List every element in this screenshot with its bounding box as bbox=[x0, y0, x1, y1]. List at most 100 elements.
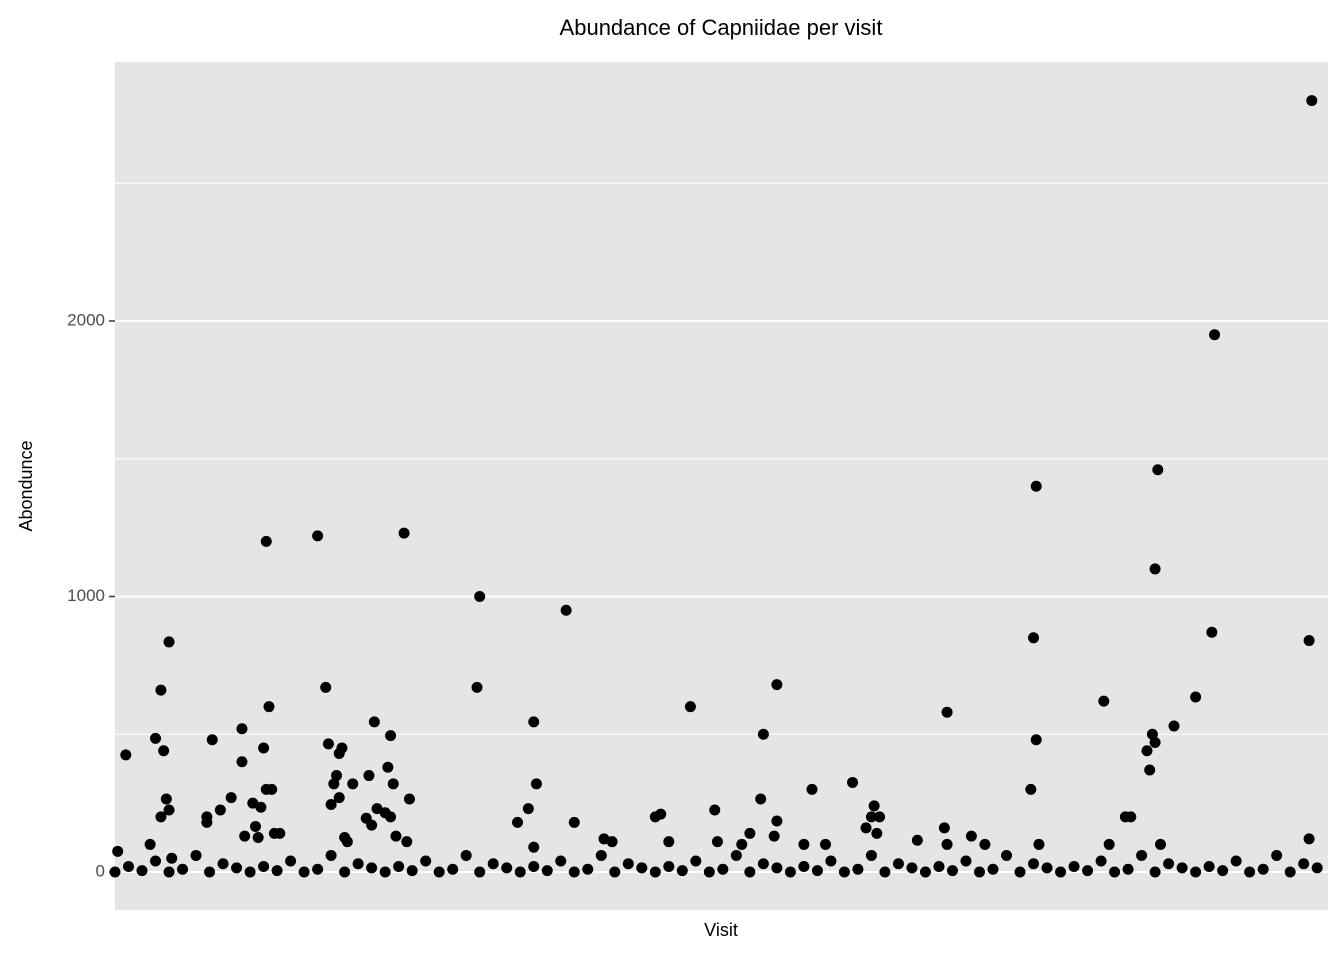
point bbox=[1095, 855, 1107, 867]
point bbox=[825, 855, 837, 867]
point bbox=[366, 819, 378, 831]
point bbox=[1298, 858, 1310, 870]
point bbox=[555, 855, 567, 867]
point bbox=[663, 860, 675, 872]
point bbox=[385, 730, 397, 742]
point bbox=[560, 604, 572, 616]
point bbox=[906, 862, 918, 874]
point bbox=[771, 862, 783, 874]
y-tick-label: 0 bbox=[96, 861, 105, 880]
point bbox=[528, 860, 540, 872]
point bbox=[979, 838, 991, 850]
point bbox=[239, 830, 251, 842]
point bbox=[501, 862, 513, 874]
point bbox=[871, 827, 883, 839]
point bbox=[150, 732, 162, 744]
point bbox=[1271, 849, 1283, 861]
point bbox=[1190, 691, 1202, 703]
point bbox=[1155, 838, 1167, 850]
point bbox=[163, 866, 175, 878]
point bbox=[1149, 563, 1161, 575]
point bbox=[1203, 860, 1215, 872]
point bbox=[231, 862, 243, 874]
point bbox=[271, 865, 283, 877]
point bbox=[960, 855, 972, 867]
point bbox=[312, 863, 324, 875]
point bbox=[460, 849, 472, 861]
point bbox=[328, 778, 340, 790]
point bbox=[190, 849, 202, 861]
point bbox=[163, 636, 175, 648]
point bbox=[1068, 860, 1080, 872]
point bbox=[312, 530, 324, 542]
point bbox=[847, 776, 859, 788]
point bbox=[684, 701, 696, 713]
point bbox=[247, 797, 259, 809]
point bbox=[663, 836, 675, 848]
point bbox=[622, 858, 634, 870]
point bbox=[879, 866, 891, 878]
point bbox=[155, 811, 167, 823]
point bbox=[528, 841, 540, 853]
point bbox=[352, 858, 364, 870]
point bbox=[225, 792, 237, 804]
point bbox=[865, 849, 877, 861]
point bbox=[403, 793, 415, 805]
point bbox=[865, 811, 877, 823]
point bbox=[1190, 866, 1202, 878]
point bbox=[371, 803, 383, 815]
chart-title: Abundance of Capniidae per visit bbox=[560, 15, 883, 40]
point bbox=[703, 866, 715, 878]
point bbox=[368, 716, 380, 728]
point bbox=[387, 778, 399, 790]
point bbox=[366, 862, 378, 874]
point bbox=[636, 862, 648, 874]
point bbox=[1098, 695, 1110, 707]
point bbox=[868, 800, 880, 812]
point bbox=[736, 838, 748, 850]
point bbox=[768, 830, 780, 842]
point bbox=[401, 836, 413, 848]
point bbox=[390, 830, 402, 842]
point bbox=[120, 749, 132, 761]
point bbox=[1082, 865, 1094, 877]
point bbox=[852, 863, 864, 875]
point bbox=[965, 830, 977, 842]
point bbox=[109, 866, 121, 878]
point bbox=[1146, 728, 1158, 740]
point bbox=[941, 838, 953, 850]
point bbox=[811, 865, 823, 877]
point bbox=[201, 816, 213, 828]
point bbox=[322, 738, 334, 750]
point bbox=[1030, 480, 1042, 492]
point bbox=[385, 811, 397, 823]
point bbox=[730, 849, 742, 861]
point bbox=[757, 858, 769, 870]
point bbox=[447, 863, 459, 875]
point bbox=[941, 706, 953, 718]
point bbox=[274, 827, 286, 839]
point bbox=[1163, 858, 1175, 870]
point bbox=[676, 865, 688, 877]
point bbox=[487, 858, 499, 870]
point bbox=[285, 855, 297, 867]
point bbox=[136, 865, 148, 877]
point bbox=[806, 783, 818, 795]
point bbox=[655, 808, 667, 820]
point bbox=[771, 679, 783, 691]
point bbox=[512, 816, 524, 828]
point bbox=[320, 681, 332, 693]
point bbox=[717, 863, 729, 875]
point bbox=[1244, 866, 1256, 878]
point bbox=[709, 804, 721, 816]
point bbox=[163, 804, 175, 816]
point bbox=[1125, 811, 1137, 823]
point bbox=[347, 778, 359, 790]
point bbox=[1303, 635, 1315, 647]
point bbox=[363, 770, 375, 782]
point bbox=[406, 865, 418, 877]
point bbox=[1209, 329, 1221, 341]
point bbox=[1168, 720, 1180, 732]
point bbox=[838, 866, 850, 878]
point bbox=[860, 822, 872, 834]
